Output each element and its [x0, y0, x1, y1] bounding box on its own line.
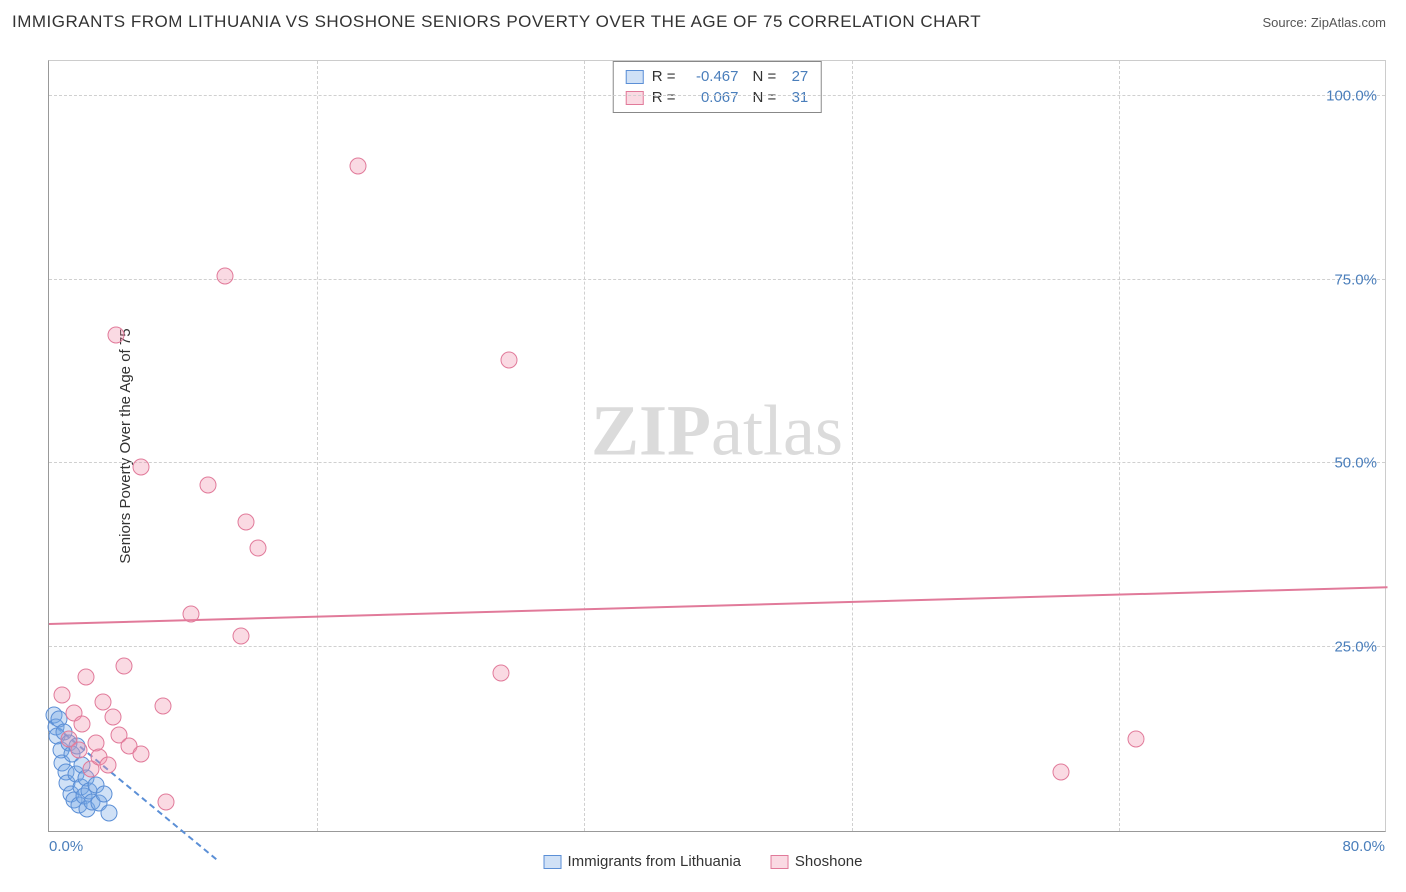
legend-swatch: [771, 855, 789, 869]
gridline-vertical: [584, 61, 585, 831]
data-point: [154, 698, 171, 715]
legend-n-label: N =: [753, 89, 777, 106]
legend-r-label: R =: [652, 68, 676, 85]
data-point: [77, 668, 94, 685]
watermark: ZIPatlas: [591, 389, 843, 472]
data-point: [54, 686, 71, 703]
series-legend: Immigrants from Lithuania Shoshone: [544, 853, 863, 870]
data-point: [492, 664, 509, 681]
source-attribution: Source: ZipAtlas.com: [1262, 15, 1386, 30]
y-tick-label: 100.0%: [1326, 87, 1377, 104]
legend-r-label: R =: [652, 89, 676, 106]
legend-item: Immigrants from Lithuania: [544, 853, 741, 870]
legend-row: R = -0.467 N = 27: [626, 66, 809, 87]
y-tick-label: 25.0%: [1334, 639, 1377, 656]
data-point: [101, 804, 118, 821]
gridline-horizontal: [49, 279, 1385, 280]
data-point: [116, 657, 133, 674]
data-point: [250, 539, 267, 556]
gridline-vertical: [852, 61, 853, 831]
data-point: [500, 352, 517, 369]
chart-title: IMMIGRANTS FROM LITHUANIA VS SHOSHONE SE…: [12, 12, 981, 32]
gridline-horizontal: [49, 462, 1385, 463]
legend-n-label: N =: [753, 68, 777, 85]
legend-item: Shoshone: [771, 853, 863, 870]
gridline-vertical: [317, 61, 318, 831]
regression-line: [49, 586, 1387, 625]
gridline-horizontal: [49, 95, 1385, 96]
legend-r-value: 0.067: [684, 89, 739, 106]
data-point: [233, 628, 250, 645]
data-point: [216, 267, 233, 284]
data-point: [350, 157, 367, 174]
data-point: [104, 709, 121, 726]
data-point: [158, 793, 175, 810]
legend-swatch: [626, 70, 644, 84]
data-point: [132, 745, 149, 762]
data-point: [183, 606, 200, 623]
data-point: [1128, 731, 1145, 748]
data-point: [199, 477, 216, 494]
data-point: [99, 756, 116, 773]
y-tick-label: 75.0%: [1334, 271, 1377, 288]
legend-series-name: Immigrants from Lithuania: [568, 853, 741, 870]
chart-plot-area: ZIPatlas R = -0.467 N = 27 R = 0.067 N = 31 25.…: [48, 60, 1386, 832]
legend-series-name: Shoshone: [795, 853, 863, 870]
gridline-vertical: [1119, 61, 1120, 831]
gridline-horizontal: [49, 646, 1385, 647]
data-point: [1052, 764, 1069, 781]
legend-n-value: 27: [784, 68, 808, 85]
data-point: [238, 514, 255, 531]
data-point: [71, 742, 88, 759]
x-tick-label: 0.0%: [49, 838, 83, 855]
y-tick-label: 50.0%: [1334, 455, 1377, 472]
x-tick-label: 80.0%: [1342, 838, 1385, 855]
legend-n-value: 31: [784, 89, 808, 106]
legend-row: R = 0.067 N = 31: [626, 87, 809, 108]
data-point: [96, 786, 113, 803]
data-point: [74, 716, 91, 733]
correlation-legend: R = -0.467 N = 27 R = 0.067 N = 31: [613, 61, 822, 113]
legend-r-value: -0.467: [684, 68, 739, 85]
data-point: [132, 459, 149, 476]
legend-swatch: [544, 855, 562, 869]
legend-swatch: [626, 91, 644, 105]
data-point: [107, 326, 124, 343]
